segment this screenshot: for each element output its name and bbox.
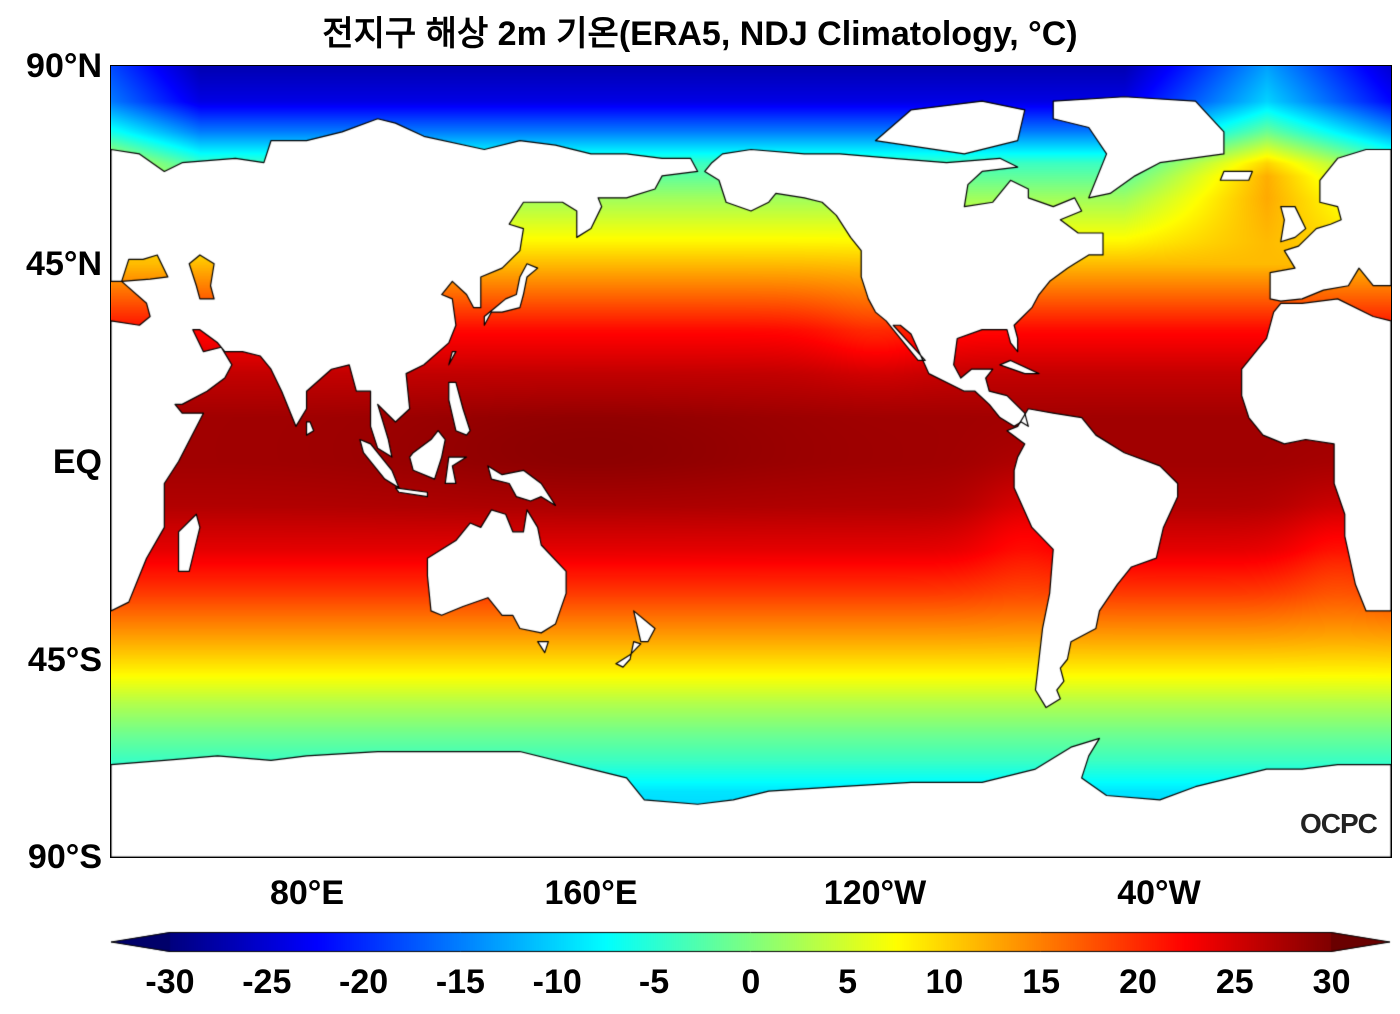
colorbar-tick-label: -15: [435, 963, 485, 1001]
lat-label-45n: 45°N: [26, 245, 102, 283]
lat-label-90s: 90°S: [27, 838, 102, 876]
colorbar-tick-label: 5: [838, 963, 858, 1001]
colorbar-tick-label: 25: [1215, 963, 1254, 1001]
colorbar: [110, 928, 1391, 956]
colorbar-tick-label: -5: [638, 963, 670, 1001]
lat-label-45s: 45°S: [27, 641, 102, 679]
lon-label-160e: 160°E: [544, 874, 638, 912]
lat-label-eq: EQ: [52, 443, 102, 481]
map-title: 전지구 해상 2m 기온(ERA5, NDJ Climatology, °C): [322, 15, 1078, 53]
colorbar-tick-label: -10: [532, 963, 582, 1001]
colorbar-tick-label: 0: [741, 963, 761, 1001]
lat-label-90n: 90°N: [26, 47, 102, 85]
ocpc-logo: OCPC: [1300, 808, 1378, 839]
temperature-map: [111, 66, 1391, 857]
colorbar-tick-label: -20: [339, 963, 389, 1001]
colorbar-tick-label: 30: [1312, 963, 1351, 1001]
lon-label-80e: 80°E: [269, 874, 345, 912]
colorbar-tick-label: 20: [1119, 963, 1157, 1001]
lon-label-40w: 40°W: [1117, 874, 1201, 912]
map-panel: [110, 65, 1392, 858]
colorbar-tick-label: -30: [145, 963, 195, 1001]
colorbar-tick-label: 10: [925, 963, 964, 1001]
colorbar-tick-label: 15: [1022, 963, 1061, 1001]
lon-label-120w: 120°W: [823, 874, 927, 912]
colorbar-tick-label: -25: [242, 963, 292, 1001]
